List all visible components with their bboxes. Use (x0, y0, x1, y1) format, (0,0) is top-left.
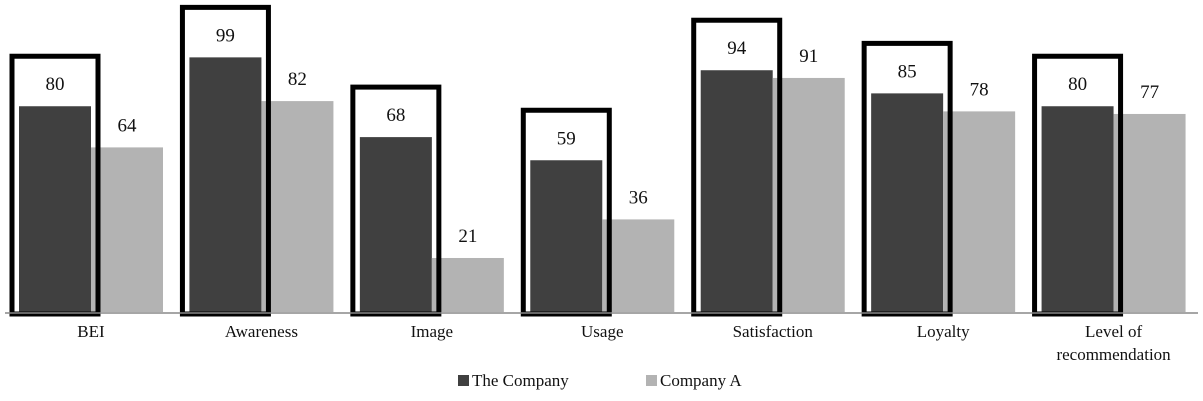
legend-item-company-a: Company A (646, 371, 742, 390)
x-tick-label-awareness: Awareness (225, 322, 298, 341)
data-label-the-company-awareness: 99 (216, 25, 235, 46)
bar-the-company-awareness (189, 57, 262, 312)
data-label-company-a-usage: 36 (629, 187, 648, 208)
bar-the-company-image (359, 137, 432, 312)
bar-company-a-level-of-recommendation (1113, 113, 1186, 313)
data-label-the-company-satisfaction: 94 (727, 38, 747, 59)
data-label-company-a-awareness: 82 (288, 69, 307, 90)
data-label-company-a-satisfaction: 91 (799, 46, 818, 67)
bar-the-company-level-of-recommendation (1041, 106, 1114, 313)
legend-swatch-the-company (458, 375, 469, 386)
bars-layer (19, 57, 1186, 313)
x-tick-label-usage: Usage (581, 322, 623, 341)
bar-the-company-bei (19, 106, 91, 313)
bar-the-company-loyalty (871, 93, 944, 312)
legend-swatch-company-a (646, 375, 657, 386)
data-labels: 80 64 99 82 68 21 59 36 94 91 85 78 80 77 (46, 25, 1160, 247)
bar-company-a-loyalty (943, 111, 1016, 312)
data-label-the-company-bei: 80 (46, 74, 65, 95)
legend-item-the-company: The Company (458, 371, 569, 390)
x-axis-labels: BEI Awareness Image Usage Satisfaction Loyalt… (77, 322, 1171, 364)
bar-company-a-satisfaction (772, 77, 845, 312)
legend-label-the-company: The Company (472, 371, 569, 390)
bar-the-company-usage (530, 160, 603, 312)
data-label-the-company-usage: 59 (557, 128, 576, 149)
data-label-company-a-loyalty: 78 (970, 79, 989, 100)
x-tick-label-bei: BEI (77, 322, 105, 341)
highlight-box-usage (520, 107, 612, 317)
highlight-box-level-of-recommendation (1032, 53, 1124, 317)
highlight-box-loyalty (861, 40, 953, 317)
highlight-box-image (350, 84, 442, 317)
bar-company-a-bei (91, 147, 163, 312)
data-label-company-a-level-of-recommendation: 77 (1140, 82, 1159, 103)
x-tick-label-loyalty: Loyalty (917, 322, 970, 341)
bar-company-a-image (431, 257, 504, 312)
highlight-boxes-layer (9, 4, 1124, 317)
legend: The Company Company A (458, 371, 742, 390)
bar-company-a-awareness (261, 101, 334, 312)
x-tick-label-satisfaction: Satisfaction (733, 322, 814, 341)
highlight-box-satisfaction (691, 17, 783, 317)
highlight-box-awareness (179, 4, 271, 317)
data-label-company-a-image: 21 (458, 226, 477, 247)
bar-the-company-satisfaction (700, 70, 773, 313)
data-label-the-company-loyalty: 85 (898, 61, 917, 82)
bar-company-a-usage (602, 219, 675, 312)
legend-label-company-a: Company A (660, 371, 742, 390)
data-label-company-a-bei: 64 (118, 115, 138, 136)
x-tick-label-image: Image (411, 322, 453, 341)
x-tick-label-level-of-recommendation: Level of recommendation (1056, 322, 1171, 364)
data-label-the-company-image: 68 (386, 105, 405, 126)
data-label-the-company-level-of-recommendation: 80 (1068, 74, 1087, 95)
highlight-box-bei (9, 53, 101, 317)
